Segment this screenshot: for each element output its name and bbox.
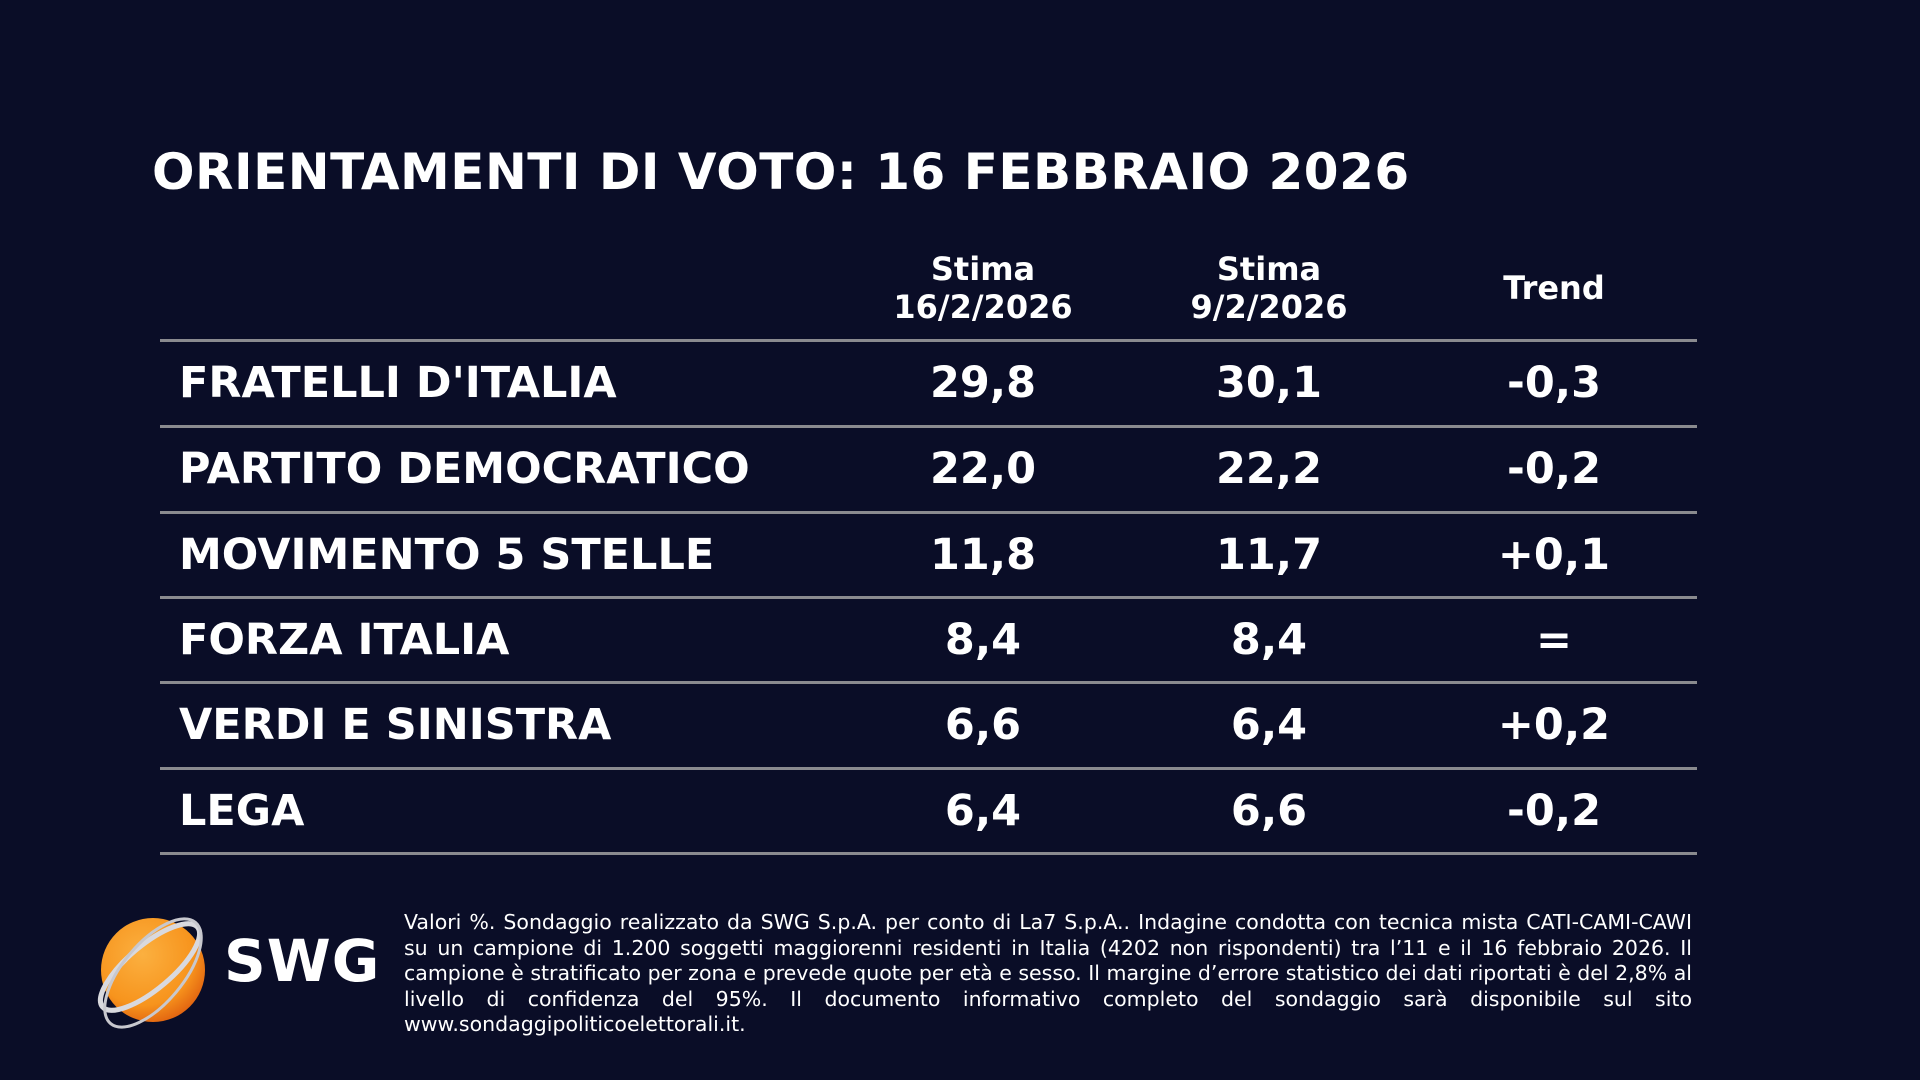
current-estimate: 29,8: [929, 358, 1037, 408]
row-divider: [160, 767, 1697, 770]
current-estimate: 6,6: [944, 700, 1022, 750]
trend-value: -0,2: [1506, 786, 1602, 836]
party-name: FRATELLI D'ITALIA: [179, 358, 617, 408]
trend-value: +0,2: [1497, 700, 1611, 750]
table-row: LEGA 6,4 6,6 -0,2: [160, 770, 1697, 853]
table-row: VERDI E SINISTRA 6,6 6,4 +0,2: [160, 684, 1697, 767]
swg-logo: SWG: [78, 905, 381, 1035]
globe-icon: [97, 917, 205, 1029]
current-estimate: 22,0: [929, 444, 1037, 494]
previous-estimate: 8,4: [1230, 615, 1308, 665]
row-divider: [160, 339, 1697, 342]
table-row: FORZA ITALIA 8,4 8,4 =: [160, 599, 1697, 682]
logo-text: SWG: [224, 927, 381, 995]
header-current-estimate: Stima 16/2/2026: [833, 250, 1133, 326]
row-divider: [160, 681, 1697, 684]
page-title: ORIENTAMENTI DI VOTO: 16 FEBBRAIO 2026: [152, 143, 1410, 201]
row-divider: [160, 596, 1697, 599]
header-trend: Trend: [1404, 269, 1704, 307]
previous-estimate: 6,4: [1230, 700, 1308, 750]
header-date: 9/2/2026: [1190, 288, 1348, 326]
current-estimate: 8,4: [944, 615, 1022, 665]
header-label: Trend: [1503, 269, 1605, 307]
methodology-footnote: Valori %. Sondaggio realizzato da SWG S.…: [404, 910, 1692, 1037]
trend-value: -0,3: [1506, 358, 1602, 408]
previous-estimate: 22,2: [1215, 444, 1323, 494]
row-divider: [160, 852, 1697, 855]
header-previous-estimate: Stima 9/2/2026: [1119, 250, 1419, 326]
table-row: FRATELLI D'ITALIA 29,8 30,1 -0,3: [160, 342, 1697, 425]
party-name: PARTITO DEMOCRATICO: [179, 444, 750, 494]
current-estimate: 11,8: [929, 530, 1037, 580]
party-name: VERDI E SINISTRA: [179, 700, 612, 750]
row-divider: [160, 511, 1697, 514]
current-estimate: 6,4: [944, 786, 1022, 836]
header-date: 16/2/2026: [893, 288, 1073, 326]
table-row: MOVIMENTO 5 STELLE 11,8 11,7 +0,1: [160, 514, 1697, 597]
party-name: MOVIMENTO 5 STELLE: [179, 530, 715, 580]
trend-value: =: [1535, 615, 1573, 665]
previous-estimate: 30,1: [1215, 358, 1323, 408]
party-name: FORZA ITALIA: [179, 615, 510, 665]
row-divider: [160, 425, 1697, 428]
header-label: Stima: [930, 250, 1036, 288]
previous-estimate: 6,6: [1230, 786, 1308, 836]
table-row: PARTITO DEMOCRATICO 22,0 22,2 -0,2: [160, 428, 1697, 511]
previous-estimate: 11,7: [1215, 530, 1323, 580]
trend-value: +0,1: [1497, 530, 1611, 580]
header-label: Stima: [1216, 250, 1322, 288]
party-name: LEGA: [179, 786, 305, 836]
trend-value: -0,2: [1506, 444, 1602, 494]
